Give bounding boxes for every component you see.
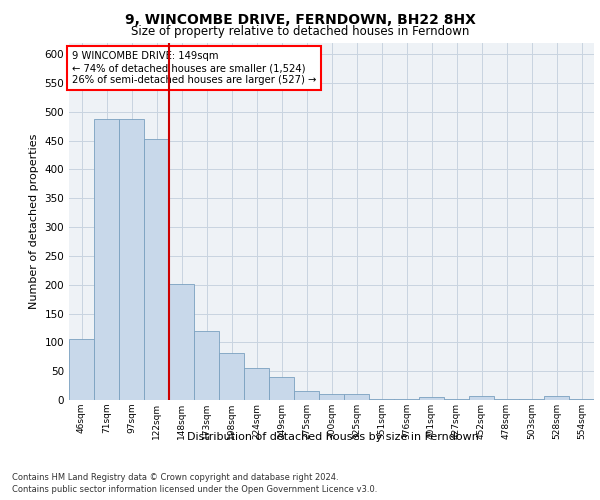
Bar: [69, 340, 94, 400]
Bar: [444, 399, 469, 400]
Bar: [319, 394, 344, 400]
Text: 9, WINCOMBE DRIVE, FERNDOWN, BH22 8HX: 9, WINCOMBE DRIVE, FERNDOWN, BH22 8HX: [125, 12, 475, 26]
Bar: [244, 368, 269, 400]
Bar: [194, 331, 219, 400]
Bar: [419, 397, 444, 400]
Bar: [369, 399, 394, 400]
Bar: [469, 396, 494, 400]
Text: 9 WINCOMBE DRIVE: 149sqm
← 74% of detached houses are smaller (1,524)
26% of sem: 9 WINCOMBE DRIVE: 149sqm ← 74% of detach…: [71, 52, 316, 84]
Bar: [294, 392, 319, 400]
Text: Size of property relative to detached houses in Ferndown: Size of property relative to detached ho…: [131, 25, 469, 38]
Y-axis label: Number of detached properties: Number of detached properties: [29, 134, 39, 309]
Bar: [119, 119, 144, 400]
Bar: [94, 119, 119, 400]
Bar: [394, 399, 419, 400]
Text: Distribution of detached houses by size in Ferndown: Distribution of detached houses by size …: [187, 432, 479, 442]
Bar: [169, 284, 194, 400]
Text: Contains HM Land Registry data © Crown copyright and database right 2024.: Contains HM Land Registry data © Crown c…: [12, 472, 338, 482]
Bar: [544, 396, 569, 400]
Bar: [144, 139, 169, 400]
Text: Contains public sector information licensed under the Open Government Licence v3: Contains public sector information licen…: [12, 485, 377, 494]
Bar: [344, 394, 369, 400]
Bar: [269, 377, 294, 400]
Bar: [219, 352, 244, 400]
